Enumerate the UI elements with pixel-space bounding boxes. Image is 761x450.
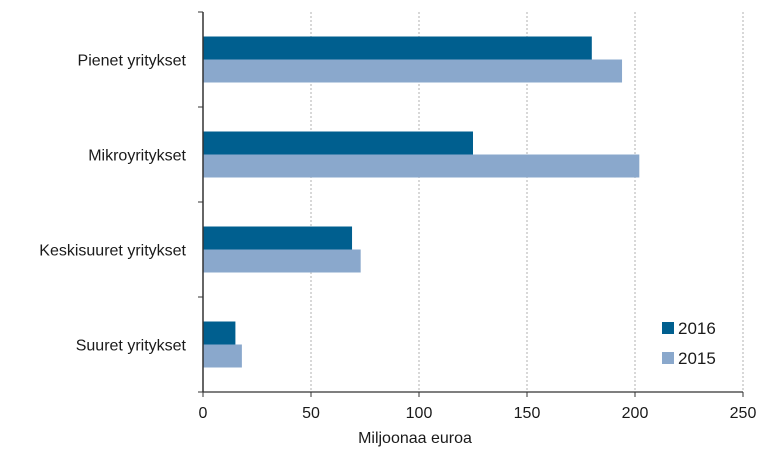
x-tick-label: 50: [302, 405, 320, 422]
bar-2015: [203, 59, 623, 83]
bar-2016: [203, 321, 236, 345]
category-labels: Pienet yritykset Mikroyritykset Keskisuure…: [39, 11, 203, 393]
category-label: Mikroyritykset: [88, 148, 186, 165]
x-axis-title: Miljoonaa euroa: [358, 430, 472, 447]
category-label: Suuret yritykset: [76, 338, 187, 355]
x-tick-label: 150: [514, 405, 541, 422]
legend-swatch-2015: [662, 352, 674, 364]
x-tick-label: 250: [730, 405, 757, 422]
legend-label-2015: 2015: [678, 349, 716, 368]
category-label: Keskisuuret yritykset: [39, 243, 186, 260]
bar-2016: [203, 226, 353, 250]
bar-2016: [203, 36, 592, 60]
bar-2015: [203, 249, 361, 273]
x-tick-label: 0: [199, 405, 208, 422]
x-tick-label: 200: [622, 405, 649, 422]
bar-2016: [203, 131, 473, 155]
bar-2015: [203, 154, 640, 178]
x-tick-label: 100: [406, 405, 433, 422]
legend: 2016 2015: [662, 319, 716, 368]
legend-label-2016: 2016: [678, 319, 716, 338]
grid-lines: [310, 12, 744, 392]
legend-swatch-2016: [662, 322, 674, 334]
category-label: Pienet yritykset: [78, 53, 187, 70]
bars: [203, 36, 640, 368]
x-axis-ticks: 0 50 100 150 200 250: [199, 392, 757, 422]
bar-2015: [203, 344, 242, 368]
